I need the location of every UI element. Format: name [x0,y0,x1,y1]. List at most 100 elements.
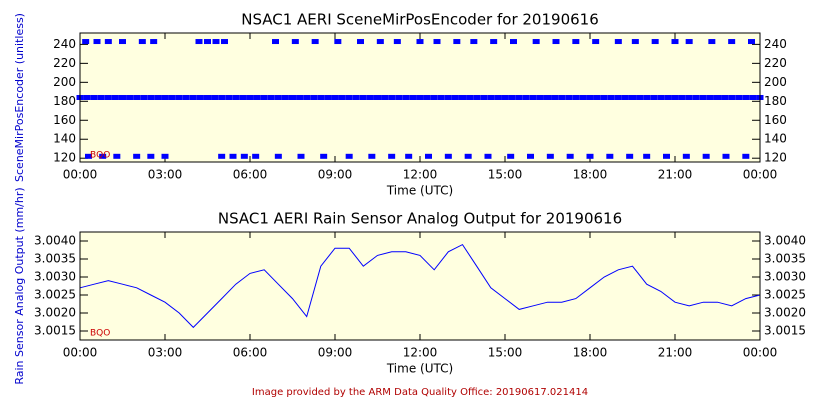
point [487,95,495,100]
point [607,95,615,100]
point [416,95,424,100]
chart-title: NSAC1 AERI SceneMirPosEncoder for 201906… [241,11,599,29]
point [204,95,211,100]
y-tick-label-right: 3.0020 [764,306,806,320]
y-tick-label-right: 140 [764,132,787,146]
point [82,39,90,45]
point [246,95,254,100]
point [552,39,560,45]
data-line [79,243,761,329]
point [536,95,544,100]
x-tick-label: 09:00 [318,346,353,360]
point [494,95,502,100]
footer: Image provided by the ARM Data Quality O… [252,387,588,398]
point [147,153,155,159]
x-tick-label: 00:00 [63,346,98,360]
point [600,95,608,100]
point [459,95,466,100]
point [464,153,472,159]
point [682,153,690,159]
point [631,39,639,45]
point [374,95,381,100]
x-tick-label: 09:00 [318,168,353,182]
point [104,39,112,45]
point [345,95,353,100]
point [453,39,461,45]
point [699,95,707,100]
point [345,153,353,159]
point [663,153,670,159]
point [85,153,92,159]
point [572,95,580,100]
y-tick-label-right: 120 [764,151,787,165]
point [508,95,516,100]
point [416,39,424,45]
x-tick-label: 00:00 [743,346,778,360]
point [182,95,190,100]
point [150,39,158,45]
point [671,95,679,100]
point [303,95,311,100]
point [281,95,289,100]
point [722,153,730,159]
point [451,95,459,100]
point [657,95,665,100]
point [437,95,445,100]
point [138,39,146,45]
y-tick-label: 240 [53,37,76,51]
point [402,95,410,100]
y-tick-label-right: 3.0030 [764,270,806,284]
y-tick-label: 3.0040 [34,234,76,248]
x-tick-label: 06:00 [233,346,268,360]
point [311,39,319,45]
point [104,95,112,100]
point [579,95,587,100]
point [606,153,614,159]
point [678,95,686,100]
point [97,95,105,100]
point [551,95,559,100]
point [749,95,757,100]
point [708,39,716,45]
point [296,95,304,100]
point [366,95,374,100]
point [195,39,203,45]
x-tick-label: 21:00 [658,168,693,182]
point [621,95,629,100]
x-axis-label: Time (UTC) [386,362,453,376]
point [204,39,211,45]
point [331,95,339,100]
point [381,95,389,100]
point [593,95,601,100]
point [388,95,396,100]
point [572,39,580,45]
point [232,95,240,100]
point [376,39,384,45]
point [664,95,672,100]
point [480,95,488,100]
point [490,39,498,45]
x-axis-label: Time (UTC) [386,184,453,198]
y-tick-label-right: 3.0040 [764,234,806,248]
y-tick-label-right: 3.0015 [764,324,806,338]
point [133,153,141,159]
point [212,39,220,45]
point [544,95,551,100]
y-tick-label-right: 220 [764,56,787,70]
point [297,153,305,159]
point [252,153,260,159]
point [728,95,736,100]
point [334,39,342,45]
point [592,39,600,45]
x-tick-label: 00:00 [63,168,98,182]
x-tick-label: 18:00 [573,346,608,360]
point [229,153,237,159]
point [388,153,396,159]
y-tick-label: 3.0020 [34,306,76,320]
point [510,39,517,45]
point [735,95,743,100]
point [444,95,452,100]
annotation: BQO [90,329,110,339]
point [685,39,693,45]
y-tick-label-right: 240 [764,37,787,51]
